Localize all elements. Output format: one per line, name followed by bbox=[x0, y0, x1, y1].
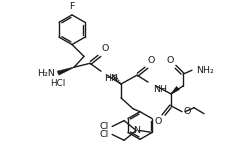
Text: O: O bbox=[101, 44, 108, 53]
Text: HN: HN bbox=[104, 74, 118, 83]
Text: Cl: Cl bbox=[100, 122, 109, 131]
Text: Cl: Cl bbox=[100, 130, 109, 139]
Polygon shape bbox=[171, 86, 179, 94]
Polygon shape bbox=[57, 67, 74, 75]
Text: O: O bbox=[167, 56, 174, 65]
Text: O: O bbox=[183, 107, 190, 116]
Text: NH: NH bbox=[153, 85, 167, 94]
Text: HCl: HCl bbox=[50, 78, 66, 88]
Text: O: O bbox=[148, 56, 155, 65]
Text: F: F bbox=[69, 2, 75, 11]
Text: H₂N: H₂N bbox=[37, 69, 55, 78]
Text: NH₂: NH₂ bbox=[196, 66, 214, 75]
Text: O: O bbox=[155, 117, 162, 126]
Text: N: N bbox=[134, 126, 141, 135]
